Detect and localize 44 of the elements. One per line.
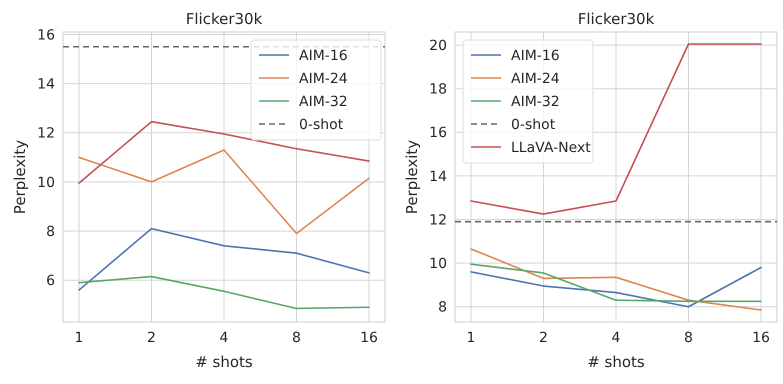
line-series bbox=[78, 228, 370, 291]
x-tick-label: 16 bbox=[752, 330, 770, 346]
x-tick-label: 8 bbox=[684, 330, 693, 346]
y-tick-label: 10 bbox=[37, 174, 55, 191]
legend-label: AIM-24 bbox=[511, 70, 560, 87]
line-series bbox=[78, 149, 370, 234]
x-tick-label: 2 bbox=[147, 330, 156, 346]
x-tick-label: 4 bbox=[612, 330, 621, 346]
line-series bbox=[470, 266, 762, 308]
chart-title: Flicker30k bbox=[186, 10, 263, 28]
y-tick-label: 10 bbox=[429, 256, 447, 272]
y-tick-label: 20 bbox=[429, 38, 447, 54]
x-tick-label: 4 bbox=[220, 330, 229, 346]
y-tick-label: 16 bbox=[429, 125, 448, 142]
y-tick-label: 12 bbox=[37, 126, 55, 142]
x-tick-label: 8 bbox=[292, 330, 301, 346]
y-axis-title: Perplexity bbox=[403, 140, 421, 214]
y-tick-label: 14 bbox=[429, 168, 448, 185]
legend-label: AIM-32 bbox=[511, 94, 560, 110]
y-tick-label: 8 bbox=[438, 300, 447, 316]
legend-label: AIM-16 bbox=[299, 48, 348, 64]
x-tick-label: 1 bbox=[466, 330, 476, 346]
line-series bbox=[470, 263, 762, 302]
x-tick-label: 1 bbox=[74, 330, 84, 346]
line-series bbox=[78, 276, 370, 310]
x-axis-title: # shots bbox=[195, 353, 253, 371]
y-tick-label: 14 bbox=[37, 76, 56, 93]
legend-label: AIM-16 bbox=[511, 48, 560, 64]
y-tick-label: 8 bbox=[46, 224, 55, 240]
y-tick-label: 6 bbox=[46, 273, 56, 290]
legend-label: LLaVA-Next bbox=[511, 140, 592, 156]
legend-label: AIM-24 bbox=[299, 70, 348, 87]
legend-label: 0-shot bbox=[299, 116, 344, 133]
chart-title: Flicker30k bbox=[578, 10, 655, 28]
x-tick-label: 2 bbox=[539, 330, 548, 346]
y-axis-title: Perplexity bbox=[11, 140, 29, 214]
y-tick-label: 18 bbox=[429, 82, 447, 98]
line-series bbox=[470, 248, 762, 311]
y-tick-label: 16 bbox=[37, 27, 56, 44]
y-tick-label: 12 bbox=[429, 212, 447, 228]
legend-label: AIM-32 bbox=[299, 94, 348, 110]
x-axis-title: # shots bbox=[587, 353, 645, 371]
x-tick-label: 16 bbox=[360, 330, 378, 346]
legend-label: 0-shot bbox=[511, 116, 556, 133]
